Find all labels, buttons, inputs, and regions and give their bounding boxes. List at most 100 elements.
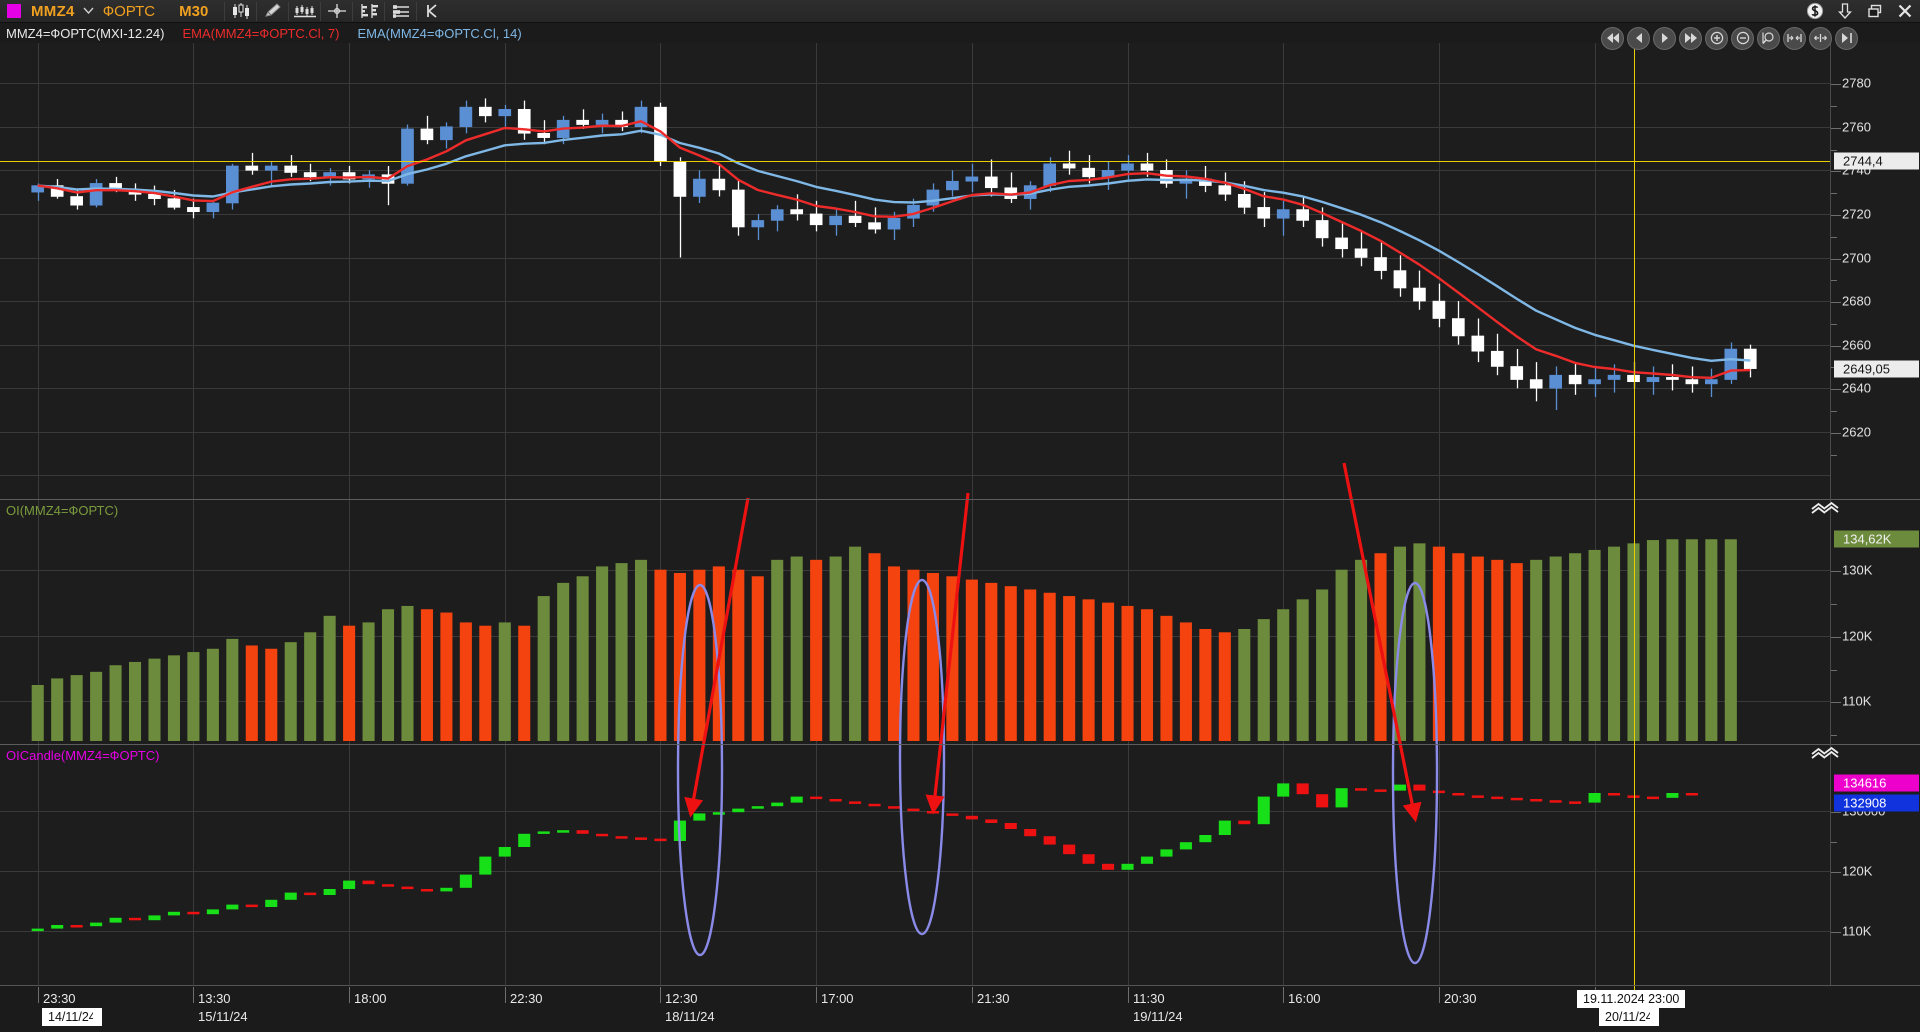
oicandle-body xyxy=(343,880,356,889)
jump-to-latest-button[interactable] xyxy=(1835,26,1858,50)
oicandle-axis-tick-label: 120K xyxy=(1842,863,1873,879)
candle-body xyxy=(1043,163,1057,186)
download-icon[interactable] xyxy=(1830,0,1860,22)
axis-collapse-oi-icon[interactable] xyxy=(1823,501,1840,516)
symbol-color-swatch[interactable] xyxy=(7,4,21,18)
candle-body xyxy=(1588,379,1601,385)
zoom-reset-button[interactable] xyxy=(1757,26,1780,50)
zoom-in-button[interactable] xyxy=(1705,26,1728,50)
chart-surface[interactable]: OI(MMZ4=ФОРТС) OICandle(MMZ4=ФОРТС) xyxy=(0,43,1830,985)
toolbar-divider xyxy=(256,1,258,21)
step-back-button[interactable] xyxy=(1627,26,1650,50)
oi-bar xyxy=(771,559,784,741)
pane-separator-oicandle[interactable] xyxy=(0,744,1830,745)
timeframe-label[interactable]: M30 xyxy=(179,2,209,20)
oi-bar xyxy=(206,648,219,741)
axis-minor-tick xyxy=(1831,734,1837,736)
axis-tick-mark xyxy=(1831,871,1841,873)
candle-body xyxy=(1296,209,1310,221)
oicandle-body xyxy=(596,833,609,837)
pane-separator-oi[interactable] xyxy=(0,499,1830,500)
rewind-to-start-button[interactable] xyxy=(1601,26,1624,50)
chart-canvas[interactable] xyxy=(0,43,1830,985)
time-axis-tick-mark xyxy=(972,987,973,1003)
candlestick-chart-icon[interactable] xyxy=(227,1,254,21)
legend-ema7[interactable]: EMA(MMZ4=ФОРТС.Cl, 7) xyxy=(182,25,340,41)
candle-body xyxy=(1413,287,1426,302)
crosshair-price-tag[interactable]: 2744,4 xyxy=(1834,152,1919,170)
crosshair-icon[interactable] xyxy=(323,1,350,21)
step-forward-button[interactable] xyxy=(1653,26,1676,50)
horizontal-volume-icon[interactable] xyxy=(355,1,382,21)
expand-horizontal-button[interactable] xyxy=(1809,26,1832,50)
oicandle-body xyxy=(1432,790,1445,794)
toolbar-divider xyxy=(224,1,226,21)
oi-last-value-tag[interactable]: 134,62K xyxy=(1834,530,1919,548)
oi-bar xyxy=(343,625,356,741)
oi-bar xyxy=(498,622,511,741)
time-axis-tick-label: 22:30 xyxy=(510,991,543,1006)
oicandle-body xyxy=(362,880,375,885)
indicator-icon[interactable] xyxy=(419,1,446,21)
money-icon[interactable] xyxy=(1800,0,1830,22)
toolbar-divider xyxy=(384,1,386,21)
time-axis-tick-label: 13:30 xyxy=(198,991,231,1006)
price-axis-tick-label: 2660 xyxy=(1842,337,1871,353)
oi-bar xyxy=(673,573,686,741)
oi-bar xyxy=(401,605,414,741)
zoom-out-button[interactable] xyxy=(1731,26,1754,50)
oi-bar xyxy=(440,612,453,741)
price-axis-tick-label: 2640 xyxy=(1842,380,1871,396)
collapse-oicandle-pane-icon[interactable] xyxy=(1810,747,1827,762)
oicandle-body xyxy=(1374,789,1387,792)
pane-title-oicandle[interactable]: OICandle(MMZ4=ФОРТС) xyxy=(6,748,160,763)
pencil-draw-icon[interactable] xyxy=(259,1,286,21)
oicandle-body xyxy=(1569,801,1582,804)
oicandle-body xyxy=(323,889,336,895)
time-axis[interactable]: 23:30 14/11/24 13:30 15/11/24 18:00 22:30 12:3… xyxy=(0,985,1920,1032)
oicandle-body xyxy=(401,886,414,890)
price-axis[interactable]: 2780 2760 2740 2720 2700 2680 2660 2640 2620 130K… xyxy=(1824,43,1920,985)
oicandle-body xyxy=(284,892,297,900)
oicandle-body xyxy=(1393,784,1407,791)
restore-window-icon[interactable] xyxy=(1860,0,1890,22)
legend-main-series[interactable]: MMZ4=ФОРТС(MXI-12.24) xyxy=(6,25,165,41)
legend-ema14[interactable]: EMA(MMZ4=ФОРТС.Cl, 14) xyxy=(357,25,522,41)
oicandle-body xyxy=(1102,863,1115,870)
oicandle-body xyxy=(790,796,803,803)
candle-body xyxy=(946,180,959,191)
oicandle-body xyxy=(849,801,862,804)
chart-style-icon[interactable] xyxy=(291,1,318,21)
axis-collapse-oicandle-icon[interactable] xyxy=(1823,746,1840,761)
oicandle-body xyxy=(985,819,998,823)
oi-bar xyxy=(70,675,83,741)
pane-title-oi[interactable]: OI(MMZ4=ФОРТС) xyxy=(6,503,119,518)
last-price-tag[interactable]: 2649,05 xyxy=(1834,360,1919,378)
oi-bar xyxy=(1004,586,1017,741)
symbol-label[interactable]: MMZ4 xyxy=(31,2,75,20)
chart-navigation-toolbar xyxy=(1601,25,1858,51)
oicandle-body xyxy=(206,909,219,915)
close-window-icon[interactable] xyxy=(1890,0,1920,22)
exchange-label[interactable]: ФОРТС xyxy=(102,2,156,20)
axis-pane-separator xyxy=(1831,499,1920,500)
candle-body xyxy=(1354,248,1368,258)
oicandle-body xyxy=(187,911,200,915)
collapse-oi-pane-icon[interactable] xyxy=(1810,502,1827,517)
candle-body xyxy=(1335,237,1348,250)
oi-bar xyxy=(51,678,64,741)
price-axis-tick-label: 2700 xyxy=(1842,250,1871,265)
axis-tick-mark xyxy=(1831,214,1841,216)
oicandle-body xyxy=(1608,793,1621,796)
levels-icon[interactable] xyxy=(387,1,414,21)
compress-horizontal-button[interactable] xyxy=(1783,26,1806,50)
fast-forward-button[interactable] xyxy=(1679,26,1702,50)
oicandle-bid-tag[interactable]: 132908 xyxy=(1834,794,1919,812)
axis-minor-tick xyxy=(1831,192,1837,194)
oi-bar xyxy=(1549,556,1562,741)
candle-body xyxy=(537,132,551,138)
oicandle-ask-tag[interactable]: 134616 xyxy=(1834,774,1919,792)
oicandle-body xyxy=(226,904,239,910)
crosshair-time-stub xyxy=(1634,986,1635,990)
chevron-down-icon[interactable] xyxy=(83,5,94,17)
